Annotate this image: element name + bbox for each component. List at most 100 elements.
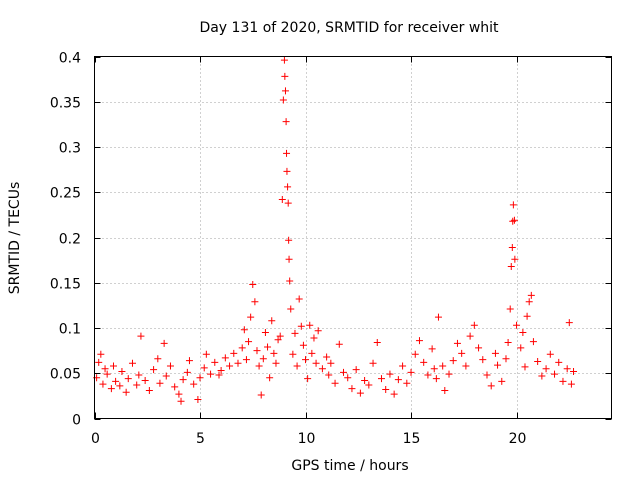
data-point [135, 371, 143, 379]
data-point [546, 350, 554, 358]
data-point [171, 383, 179, 391]
y-tick-label: 0.25 [50, 186, 81, 202]
data-point [240, 326, 248, 334]
data-point [325, 371, 333, 379]
data-point [498, 377, 506, 385]
data-point [156, 379, 164, 387]
data-point [284, 199, 292, 207]
data-point [279, 96, 287, 104]
data-point [373, 338, 381, 346]
data-point [179, 376, 187, 384]
data-point [331, 379, 339, 387]
data-point [274, 336, 282, 344]
data-point [270, 349, 278, 357]
data-point [352, 366, 360, 374]
data-point [304, 375, 312, 383]
data-point [107, 385, 115, 393]
data-point [283, 167, 291, 175]
data-point [285, 236, 293, 244]
data-point [289, 350, 297, 358]
y-tick-label: 0.05 [50, 367, 81, 383]
data-point [361, 376, 369, 384]
data-point [551, 370, 559, 378]
data-point [525, 298, 533, 306]
data-point [430, 365, 438, 373]
data-point [128, 359, 136, 367]
data-point [466, 332, 474, 340]
data-point [508, 243, 516, 251]
data-point [141, 376, 149, 384]
data-point [266, 374, 274, 382]
data-point [415, 337, 423, 345]
data-point [502, 355, 510, 363]
data-point [177, 397, 185, 405]
data-point [394, 376, 402, 384]
data-point [281, 87, 289, 95]
y-axis-label: SRMTID / TECUs [7, 182, 23, 295]
data-point [420, 358, 428, 366]
data-point [103, 370, 111, 378]
data-point [280, 56, 288, 64]
data-point [428, 345, 436, 353]
data-point [255, 362, 263, 370]
data-point [175, 390, 183, 398]
data-point [251, 298, 259, 306]
data-point [458, 349, 466, 357]
data-point [523, 312, 531, 320]
data-point [118, 367, 126, 375]
data-point [356, 389, 364, 397]
data-point [286, 277, 294, 285]
data-point [439, 362, 447, 370]
data-point [542, 365, 550, 373]
data-point [242, 356, 250, 364]
data-point [295, 295, 303, 303]
data-point [434, 313, 442, 321]
data-point [238, 344, 246, 352]
data-point [563, 365, 571, 373]
x-tick-label: 10 [298, 431, 316, 447]
data-point [101, 365, 109, 373]
y-tick-label: 0.2 [59, 232, 81, 248]
data-point [145, 386, 153, 394]
data-point [97, 350, 105, 358]
data-point [253, 347, 261, 355]
data-point [207, 370, 215, 378]
data-point [407, 368, 415, 376]
data-point [386, 370, 394, 378]
data-point [494, 361, 502, 369]
data-point [344, 374, 352, 382]
data-point [487, 382, 495, 390]
data-point [411, 350, 419, 358]
data-point [559, 377, 567, 385]
data-point [287, 305, 295, 313]
data-point [504, 338, 512, 346]
data-point [245, 338, 253, 346]
data-point [226, 362, 234, 370]
data-point [281, 72, 289, 80]
data-point [527, 291, 535, 299]
data-point [137, 332, 145, 340]
data-point [230, 349, 238, 357]
data-point [166, 362, 174, 370]
data-point [122, 388, 130, 396]
x-tick-label: 15 [403, 431, 421, 447]
plot-frame [94, 56, 612, 419]
data-point [133, 381, 141, 389]
data-point [293, 362, 301, 370]
data-point [399, 362, 407, 370]
data-point [150, 366, 158, 374]
data-point [154, 355, 162, 363]
x-tick-label: 0 [91, 431, 100, 447]
data-point [194, 395, 202, 403]
data-point [538, 372, 546, 380]
data-point [314, 327, 322, 335]
data-point [424, 371, 432, 379]
data-point [99, 380, 107, 388]
data-point [162, 372, 170, 380]
data-point [479, 356, 487, 364]
data-point [284, 183, 292, 191]
grid [94, 56, 612, 419]
data-point [234, 359, 242, 367]
data-point [475, 344, 483, 352]
data-point [268, 317, 276, 325]
